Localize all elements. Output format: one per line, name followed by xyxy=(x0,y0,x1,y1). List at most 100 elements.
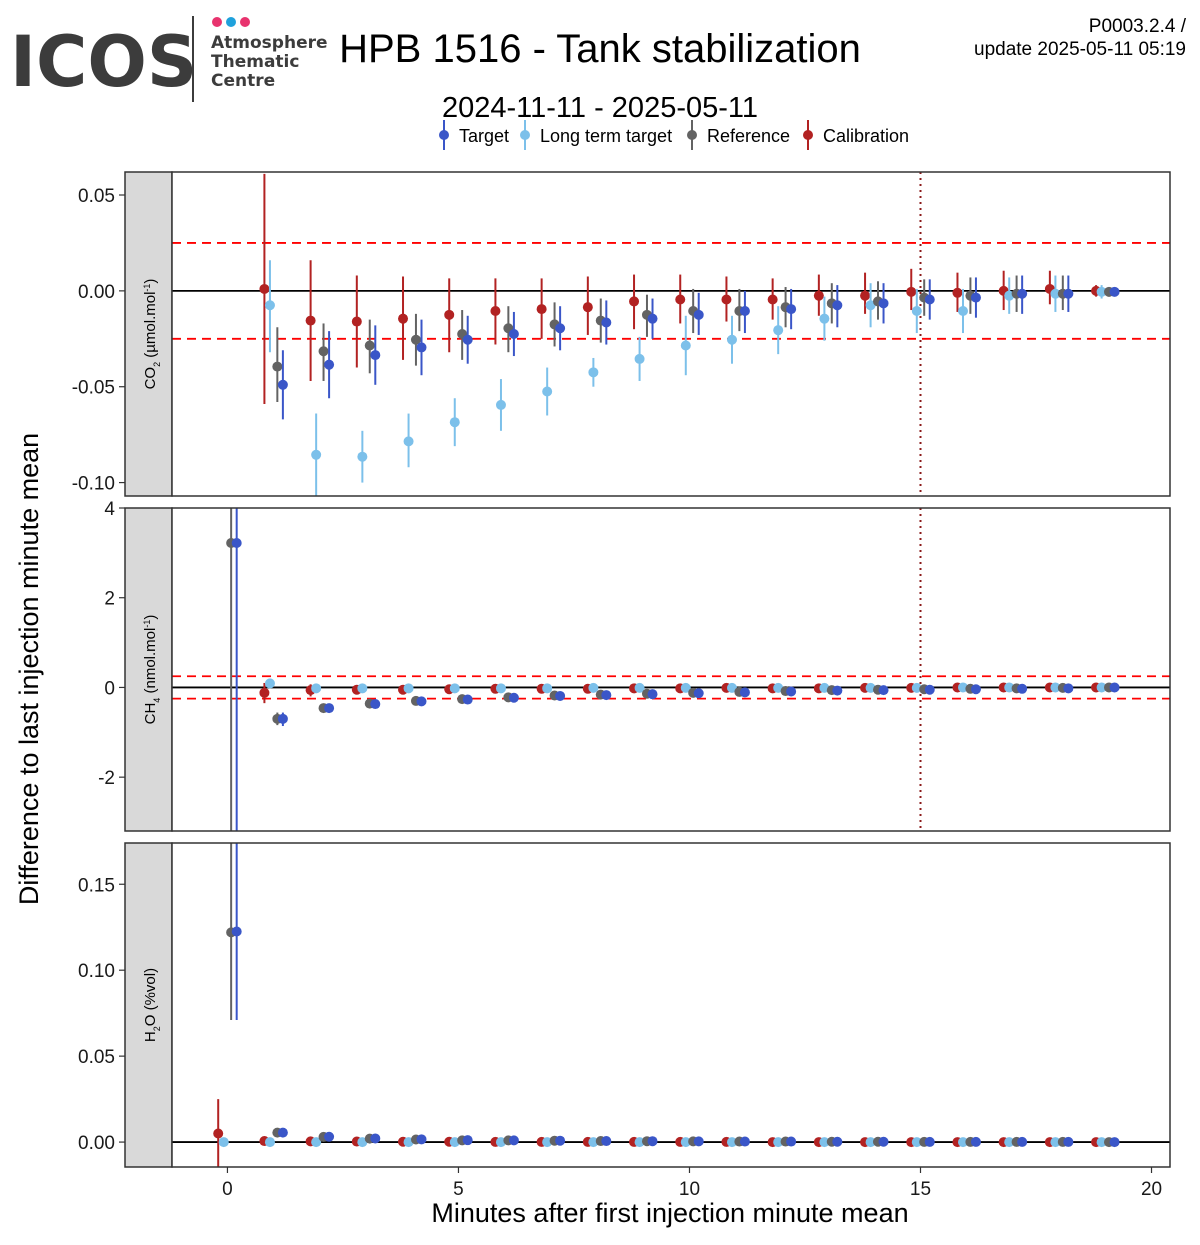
data-point xyxy=(462,1135,473,1146)
chart-title: HPB 1516 - Tank stabilization xyxy=(339,27,861,71)
logo-dot xyxy=(240,17,250,27)
data-point xyxy=(542,386,553,397)
data-point xyxy=(277,379,288,390)
data-point xyxy=(601,690,612,701)
data-point xyxy=(542,683,553,694)
facet-panel: CO2 (µmol.mol-1) 0.05 0.00 -0.05 -0.10 xyxy=(72,171,1171,497)
x-tick-label: 10 xyxy=(679,1179,700,1200)
data-point xyxy=(721,294,732,305)
version-label: P0003.2.4 / xyxy=(1089,16,1187,37)
facet-strip-label: H2O (%vol) xyxy=(142,968,162,1042)
data-point xyxy=(462,694,473,705)
data-point xyxy=(1063,288,1074,299)
data-point xyxy=(1109,1137,1120,1148)
facet-panel: H2O (%vol) 0.15 0.10 0.05 0.00 xyxy=(78,842,1171,1168)
data-point xyxy=(832,300,843,311)
series-group xyxy=(259,173,1102,404)
data-point xyxy=(264,678,275,689)
data-point xyxy=(311,449,322,460)
data-point xyxy=(311,683,322,694)
data-point xyxy=(952,287,963,298)
data-point xyxy=(634,682,645,693)
data-point xyxy=(970,684,981,695)
data-point xyxy=(726,334,737,345)
facet-panel: CH4 (nmol.mol-1) 4 2 0 -2 xyxy=(98,499,1171,832)
data-point xyxy=(1050,288,1061,299)
chart-legend: Target Long term target Reference Calibrati… xyxy=(439,120,909,150)
series-group xyxy=(264,678,1107,694)
data-point xyxy=(680,1137,691,1148)
data-point xyxy=(773,325,784,336)
data-point xyxy=(588,1137,599,1148)
data-point xyxy=(264,1137,275,1148)
data-point xyxy=(231,926,242,937)
data-point xyxy=(1063,683,1074,694)
data-point xyxy=(911,1137,922,1148)
data-point xyxy=(264,300,275,311)
data-point xyxy=(924,1136,935,1147)
chart-panels: CO2 (µmol.mol-1) 0.05 0.00 -0.05 -0.10 CH4 (n… xyxy=(72,171,1171,1200)
data-point xyxy=(370,1133,381,1144)
data-point xyxy=(958,1137,969,1148)
data-point xyxy=(508,329,519,339)
series-group xyxy=(218,1137,1107,1148)
data-point xyxy=(410,334,421,345)
data-point xyxy=(508,1135,519,1146)
data-point xyxy=(1063,1136,1074,1147)
series-group xyxy=(231,508,1120,831)
data-point xyxy=(305,315,316,326)
logo-sub-line: Centre xyxy=(211,71,275,91)
data-point xyxy=(277,1127,288,1138)
data-point xyxy=(878,298,889,309)
data-point xyxy=(1017,683,1028,694)
data-point xyxy=(495,399,506,410)
data-point xyxy=(832,1136,843,1147)
logo-wordmark: ICOS xyxy=(10,21,197,103)
data-point xyxy=(462,334,473,345)
data-point xyxy=(324,359,335,370)
data-point xyxy=(555,690,566,701)
data-point xyxy=(416,1134,427,1145)
data-point xyxy=(865,1137,876,1148)
legend-item: Reference xyxy=(687,120,790,150)
series-group xyxy=(231,843,1120,1148)
x-tick-label: 5 xyxy=(453,1179,464,1200)
data-point xyxy=(601,1136,612,1147)
data-point xyxy=(739,687,750,698)
data-point xyxy=(1109,286,1120,297)
data-point xyxy=(739,305,750,316)
x-tick-label: 0 xyxy=(222,1179,233,1200)
legend-item: Target xyxy=(439,120,509,150)
data-point xyxy=(767,294,778,305)
data-point xyxy=(1109,682,1120,693)
data-point xyxy=(675,294,686,305)
icos-logo: ICOS Atmosphere Thematic Centre xyxy=(10,16,328,103)
data-point xyxy=(324,703,335,714)
data-point xyxy=(634,1137,645,1148)
panel-plot-area xyxy=(172,508,1170,831)
panel-background xyxy=(172,843,1170,1167)
y-tick-label: -0.10 xyxy=(72,474,115,495)
data-point xyxy=(878,685,889,696)
panel-border xyxy=(171,842,1171,1168)
panel-border xyxy=(171,507,1171,832)
data-point xyxy=(911,682,922,693)
data-point xyxy=(832,685,843,696)
series-group xyxy=(277,275,1120,420)
logo-sub-line: Thematic xyxy=(211,52,299,72)
data-point xyxy=(958,682,969,693)
data-point xyxy=(647,1136,658,1147)
data-point xyxy=(1050,682,1061,693)
data-point xyxy=(259,687,270,698)
data-point xyxy=(218,1137,229,1148)
data-point xyxy=(786,1136,797,1147)
data-point xyxy=(318,346,329,357)
data-point xyxy=(786,304,797,315)
data-point xyxy=(213,1128,224,1139)
legend-key-point xyxy=(439,130,449,140)
data-point xyxy=(878,1136,889,1147)
facet-strip-label: CO2 (µmol.mol-1) xyxy=(142,279,162,390)
y-tick-label: 0.05 xyxy=(78,1047,115,1068)
data-point xyxy=(629,296,640,307)
